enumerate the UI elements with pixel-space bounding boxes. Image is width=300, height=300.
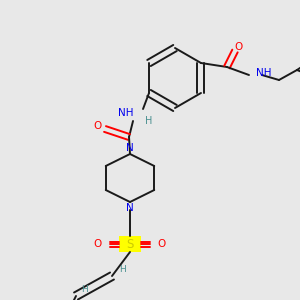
Text: H: H — [81, 286, 87, 295]
Text: N: N — [126, 143, 134, 153]
Text: O: O — [94, 239, 102, 249]
Text: S: S — [126, 238, 134, 250]
Text: H: H — [145, 116, 152, 126]
Text: O: O — [158, 239, 166, 249]
Bar — [119, 236, 141, 252]
Text: H: H — [118, 266, 125, 274]
Text: N: N — [126, 203, 134, 213]
Text: O: O — [93, 121, 101, 131]
Text: NH: NH — [118, 108, 133, 118]
Text: NH: NH — [256, 68, 272, 78]
Text: O: O — [235, 42, 243, 52]
